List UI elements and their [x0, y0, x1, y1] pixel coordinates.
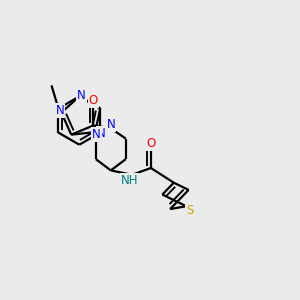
Text: S: S [186, 204, 194, 217]
Text: N: N [106, 118, 115, 131]
Text: O: O [89, 94, 98, 107]
Text: NH: NH [121, 174, 138, 187]
Text: N: N [92, 128, 101, 141]
Text: N: N [77, 89, 86, 102]
Text: O: O [146, 137, 155, 150]
Text: N: N [97, 127, 106, 140]
Text: N: N [56, 104, 64, 117]
